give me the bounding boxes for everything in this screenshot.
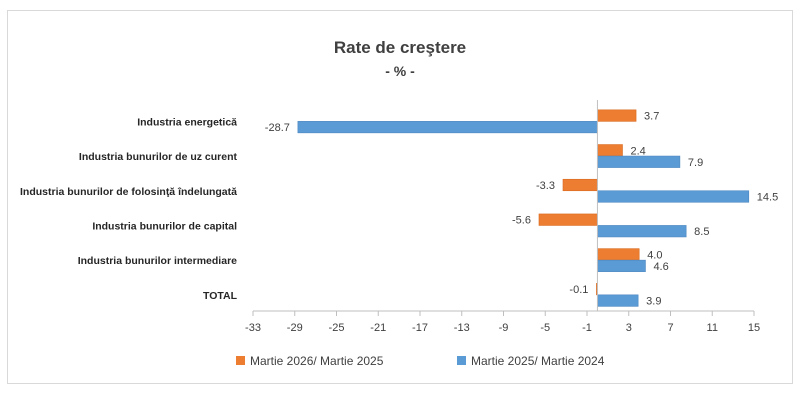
data-label: -3.3: [536, 180, 555, 192]
x-tick-label: -9: [499, 322, 509, 334]
bar-martie-2026: [597, 109, 637, 122]
data-label: -5.6: [512, 215, 531, 227]
legend-label: Martie 2026/ Martie 2025: [250, 354, 384, 368]
bar-martie-2026: [597, 248, 640, 261]
x-tick-label: 11: [707, 322, 718, 334]
category-label: Industria bunurilor de uz curent: [79, 151, 238, 163]
category-label: Industria bunurilor intermediare: [78, 255, 237, 267]
category-label: TOTAL: [203, 290, 238, 302]
x-tick-label: -1: [582, 322, 592, 334]
bar-martie-2026: [597, 144, 623, 157]
x-tick-label: -17: [412, 322, 428, 334]
x-tick-label: 15: [748, 322, 760, 334]
legend-label: Martie 2025/ Martie 2024: [471, 354, 605, 368]
bar-martie-2026: [538, 213, 598, 226]
category-label: Industria bunurilor de folosinţă îndelun…: [20, 186, 237, 198]
category-label: Industria energetică: [137, 116, 237, 128]
bar-martie-2025: [597, 259, 646, 272]
x-tick-label: 7: [667, 322, 673, 334]
legend-swatch: [236, 356, 245, 365]
data-label: 8.5: [694, 226, 709, 238]
x-tick-label: -29: [287, 322, 303, 334]
x-tick-label: -25: [329, 322, 345, 334]
data-label: 3.9: [646, 296, 661, 308]
chart-subtitle: - % -: [385, 63, 415, 79]
bar-martie-2025: [597, 190, 750, 203]
x-tick-label: -5: [540, 322, 550, 334]
data-label: 4.0: [647, 249, 662, 261]
data-label: -0.1: [569, 284, 588, 296]
bar-martie-2025: [297, 121, 598, 134]
x-tick-label: -21: [370, 322, 386, 334]
bar-martie-2026: [562, 178, 598, 192]
legend-swatch: [457, 356, 466, 365]
bar-martie-2025: [597, 225, 687, 238]
bar-martie-2025: [597, 294, 639, 307]
data-label: 3.7: [644, 111, 659, 123]
x-tick-label: -13: [454, 322, 470, 334]
x-tick-label: 3: [626, 322, 632, 334]
data-label: -28.7: [265, 122, 290, 134]
data-label: 4.6: [653, 261, 668, 273]
category-label: Industria bunurilor de capital: [92, 220, 237, 232]
x-tick-label: -33: [245, 322, 261, 334]
data-label: 7.9: [688, 157, 703, 169]
chart-title: Rate de creştere: [334, 38, 466, 57]
data-label: 2.4: [630, 145, 645, 157]
data-label: 14.5: [757, 192, 778, 204]
bar-martie-2025: [597, 155, 681, 168]
